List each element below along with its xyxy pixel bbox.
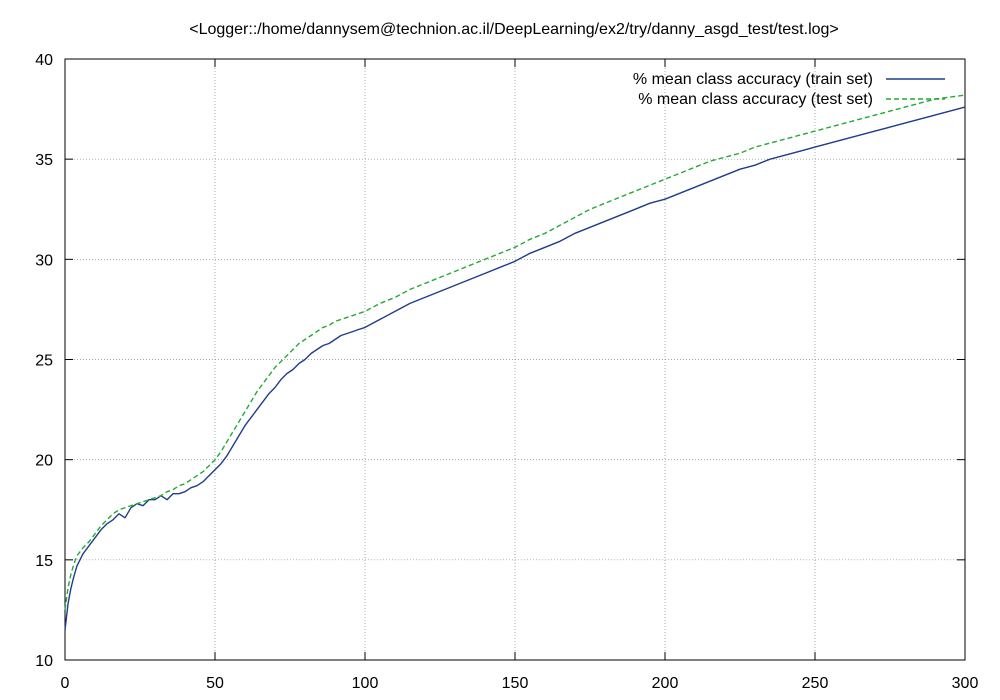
legend-label-test-set: % mean class accuracy (test set) [638, 91, 873, 108]
y-tick-label: 25 [35, 353, 53, 370]
y-tick-label: 40 [35, 52, 53, 69]
series-line-train-set [64, 106, 966, 631]
y-tick-label: 15 [35, 553, 53, 570]
x-tick-label: 250 [802, 675, 829, 692]
series-line-test-set [64, 94, 966, 610]
x-tick-label: 100 [352, 675, 379, 692]
x-tick-label: 0 [61, 675, 70, 692]
grid [65, 59, 965, 660]
y-tick-label: 20 [35, 453, 53, 470]
y-tick-label: 30 [35, 252, 53, 269]
legend: % mean class accuracy (train set) % mean … [633, 71, 945, 108]
y-tick-label: 35 [35, 152, 53, 169]
y-tick-label: 10 [35, 653, 53, 670]
x-tick-label: 150 [502, 675, 529, 692]
legend-label-train-set: % mean class accuracy (train set) [633, 71, 873, 88]
x-tick-label: 50 [206, 675, 224, 692]
chart-title: <Logger::/home/dannysem@technion.ac.il/D… [189, 21, 839, 38]
x-tick-label: 300 [952, 675, 979, 692]
axis-ticks: 0 50 100 150 200 250 300 10 15 20 25 30 35 40 [35, 52, 978, 692]
x-tick-label: 200 [652, 675, 679, 692]
series-group [64, 94, 966, 631]
